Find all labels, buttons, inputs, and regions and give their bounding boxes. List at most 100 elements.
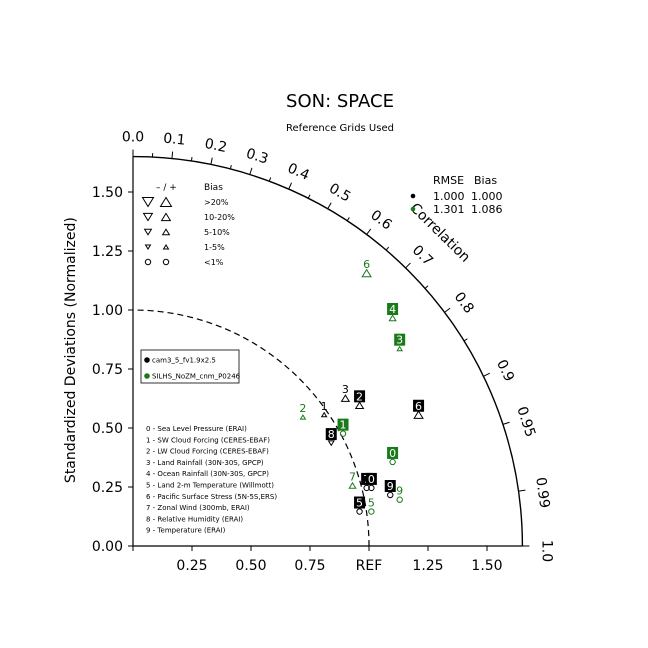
- x-tick-label: 1.50: [471, 558, 502, 574]
- variable-list-item: 3 - Land Rainfall (30N-30S, GPCP): [146, 459, 264, 467]
- data-point: 0: [387, 446, 399, 466]
- correlation-minor-tick: [463, 338, 468, 342]
- data-point-label: 2: [356, 390, 363, 403]
- data-points: 231867095643210795: [299, 258, 425, 515]
- data-point-label: 8: [328, 428, 335, 441]
- bias-legend-label: <1%: [204, 258, 224, 267]
- correlation-minor-tick: [307, 194, 311, 199]
- bias-legend-pos-triangle: [160, 212, 172, 222]
- correlation-tick-mark: [483, 372, 490, 377]
- data-point-label: 7: [349, 471, 356, 484]
- data-point-box: [387, 446, 399, 459]
- rmse-row-dot: [410, 193, 416, 199]
- bias-legend-neg-circle: [144, 258, 152, 266]
- data-point: 7: [348, 471, 357, 489]
- data-point-marker: [348, 481, 357, 489]
- y-tick-label: 0.75: [92, 362, 123, 378]
- correlation-minor-tick: [268, 177, 272, 182]
- correlation-arc: [132, 155, 524, 547]
- correlation-tick-label: 0.2: [203, 136, 228, 156]
- data-point-label: 1: [321, 400, 328, 413]
- data-point-marker: [413, 410, 424, 419]
- x-tick-label: 1.25: [412, 558, 443, 574]
- data-point: 2: [299, 402, 307, 420]
- data-point: 2: [354, 390, 366, 409]
- bias-legend-label: 5-10%: [204, 228, 230, 237]
- correlation-minor-tick: [385, 246, 390, 251]
- correlation-tick-label: 0.5: [326, 180, 353, 205]
- correlation-tick-label: 0.1: [162, 131, 186, 149]
- correlation-tick-mark: [249, 167, 253, 175]
- data-point-marker: [389, 458, 396, 466]
- correlation-tick-mark: [171, 151, 174, 159]
- bias-legend-label: 10-20%: [204, 213, 235, 222]
- data-point-label: 0: [389, 447, 396, 460]
- data-point-box: [354, 390, 366, 403]
- data-point-label: 3: [342, 383, 349, 396]
- data-point-label: 0: [368, 473, 375, 486]
- bias-value: 1.000: [471, 190, 503, 203]
- data-point-marker: [396, 496, 403, 503]
- correlation-tick-mark: [327, 202, 332, 210]
- data-point: 3: [394, 333, 406, 352]
- variable-list-item: 5 - Land 2-m Temperature (Willmott): [146, 482, 274, 490]
- correlation-tick-label: 0.95: [513, 405, 538, 440]
- y-tick-label: 0.00: [92, 539, 123, 555]
- data-point-box: [394, 333, 406, 346]
- data-point-label: 9: [387, 480, 394, 493]
- variable-list-item: 7 - Zonal Wind (300mb, ERAI): [146, 504, 250, 512]
- data-point: 6: [361, 258, 372, 278]
- correlation-tick-mark: [366, 228, 372, 235]
- data-point-marker: [388, 314, 397, 322]
- data-point: 5: [354, 496, 366, 515]
- data-point: 1: [320, 400, 328, 418]
- bias-legend-neg-triangle: [143, 228, 153, 236]
- variable-list-item: 6 - Pacific Surface Stress (5N-5S,ERS): [146, 493, 277, 501]
- correlation-tick-label: 0.6: [367, 207, 394, 233]
- data-point-marker: [396, 345, 404, 352]
- correlation-tick-label: 0.99: [532, 476, 552, 509]
- bias-header: Bias: [474, 174, 497, 187]
- data-point-box: [337, 418, 349, 431]
- data-point-marker: [299, 414, 307, 420]
- data-point: 8: [325, 428, 337, 447]
- chart-title: SON: SPACE: [286, 91, 394, 112]
- bias-legend-label: >20%: [204, 198, 229, 207]
- y-tick-label: 0.50: [92, 421, 123, 437]
- series-legend-dot: [144, 357, 150, 363]
- data-point-label: 9: [396, 485, 403, 498]
- correlation-tick-mark: [502, 421, 510, 425]
- correlation-tick-mark: [288, 182, 293, 190]
- x-tick-label: 0.25: [176, 558, 207, 574]
- y-tick-label: 1.00: [92, 303, 123, 319]
- data-point-marker: [368, 484, 375, 492]
- data-point-label: 1: [340, 419, 347, 432]
- correlation-tick-mark: [405, 262, 411, 269]
- bias-legend: – / + Bias >20% 10-20% 5-10% 1-5% <1%: [141, 183, 235, 267]
- rmse-header: RMSE: [433, 174, 464, 187]
- bias-legend-header-sym: – / +: [156, 183, 177, 193]
- data-point-marker: [327, 440, 335, 447]
- correlation-tick-label: 0.9: [493, 357, 517, 384]
- data-point-marker: [320, 411, 328, 418]
- bias-legend-header: Bias: [204, 183, 223, 193]
- bias-legend-pos-triangle: [162, 244, 170, 250]
- data-point-marker: [356, 508, 363, 515]
- data-point-label: 6: [415, 400, 422, 413]
- y-tick-label: 1.50: [92, 185, 123, 201]
- y-tick-label: 0.25: [92, 480, 123, 496]
- variable-list-item: 4 - Ocean Rainfall (30N-30S, GPCP): [146, 470, 269, 478]
- data-point-box: [325, 428, 337, 441]
- correlation-minor-tick: [190, 156, 193, 162]
- x-tick-label: REF: [356, 558, 383, 574]
- data-point-box: [354, 496, 366, 509]
- correlation-tick-mark: [444, 307, 451, 313]
- series-legend-label: cam3_5_fv1.9x2.5: [152, 357, 216, 365]
- y-axis-ticks: 0.00 0.25 0.50 0.75 1.00 1.25 1.50: [92, 185, 133, 555]
- variable-list: 0 - Sea Level Pressure (ERAI) 1 - SW Clou…: [146, 425, 277, 535]
- data-point-marker: [363, 484, 370, 492]
- y-tick-label: 1.25: [92, 244, 123, 260]
- data-point-box: [384, 480, 396, 492]
- bias-value: 1.086: [471, 203, 503, 216]
- data-point: 4: [387, 303, 399, 322]
